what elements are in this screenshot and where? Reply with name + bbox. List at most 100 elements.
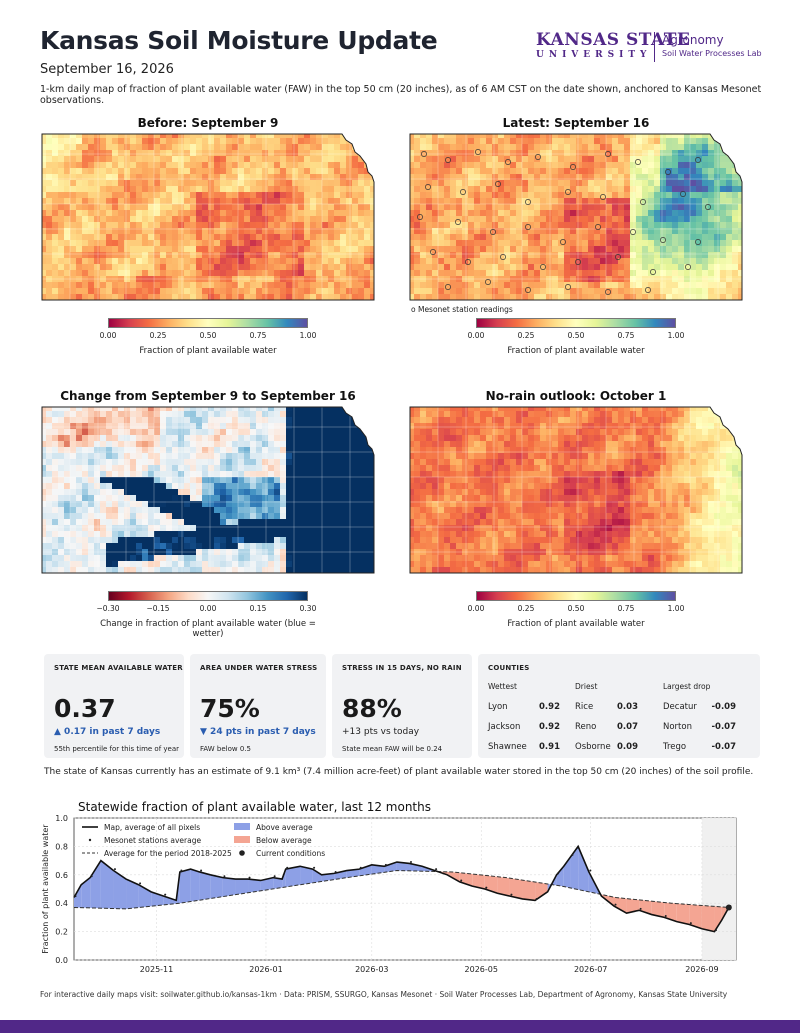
logo-university: UNIVERSITY [536, 50, 652, 60]
tick-label: 0.50 [567, 331, 585, 340]
county-value: 0.07 [617, 722, 638, 732]
mesonet-point [664, 914, 667, 917]
card-sub: 55th percentile for this time of year [54, 745, 180, 753]
mesonet-point [313, 866, 316, 869]
y-tick-label: 0.0 [55, 956, 68, 965]
mesonet-point [714, 929, 717, 932]
card-heading: COUNTIES [488, 664, 530, 672]
map-title-before: Before: September 9 [137, 116, 279, 130]
x-tick-label: 2025-11 [140, 965, 173, 974]
current-conditions-marker [725, 904, 732, 911]
mesonet-point [359, 866, 362, 869]
above-average-fill [74, 884, 82, 908]
mesonet-point [614, 903, 617, 906]
above-average-fill [300, 866, 313, 885]
legend-swatch [88, 838, 92, 842]
ksu-logo: KANSAS STATE UNIVERSITY Agronomy Soil Wa… [536, 30, 766, 64]
card-change: ▲ 0.17 in past 7 days [54, 727, 161, 737]
mesonet-point [485, 886, 488, 889]
footer: For interactive daily maps visit: soilwa… [40, 990, 728, 999]
legend-swatch [239, 850, 245, 856]
card-sub: State mean FAW will be 0.24 [342, 745, 443, 753]
recent-shade [701, 818, 736, 960]
card-stress-outlook: STRESS IN 15 DAYS, NO RAIN 88% +13 pts v… [332, 654, 472, 758]
card-state-mean: STATE MEAN AVAILABLE WATER 0.37 ▲ 0.17 i… [44, 654, 184, 758]
county-value: -0.07 [711, 742, 737, 752]
mesonet-point [113, 868, 116, 871]
tick-label: 0.75 [249, 331, 267, 340]
colorbar-ticks: 0.00 0.25 0.50 0.75 1.00 [468, 601, 685, 619]
mesonet-point [248, 876, 251, 879]
mesonet-point [589, 869, 592, 872]
colorbar-ticks: 0.00 0.25 0.50 0.75 1.00 [468, 328, 685, 346]
below-average-fill [484, 875, 498, 894]
tick-label: −0.15 [146, 604, 170, 613]
card-heading: STATE MEAN AVAILABLE WATER [54, 664, 183, 672]
mesonet-point [334, 870, 337, 873]
county-name: Shawnee [488, 742, 527, 752]
above-average-fill [222, 877, 236, 897]
colorbar-before: 0.00 0.25 0.50 0.75 1.00 Fraction of pla… [100, 318, 318, 356]
colorbar-latest: 0.00 0.25 0.50 0.75 1.00 Fraction of pla… [468, 318, 686, 356]
map-before [41, 133, 375, 301]
card-heading: AREA UNDER WATER STRESS [200, 664, 318, 672]
tick-label: 0.25 [517, 604, 535, 613]
tick-label: 1.00 [299, 331, 317, 340]
county-name: Lyon [488, 702, 508, 712]
station-note: o Mesonet station readings [411, 305, 513, 314]
colorbar-label: Fraction of plant available water [507, 346, 645, 356]
county-name: Norton [663, 722, 692, 732]
above-average-fill [113, 870, 127, 909]
above-average-fill [235, 879, 249, 895]
x-tick-label: 2026-01 [249, 965, 282, 974]
above-average-fill [248, 879, 261, 893]
mesonet-point [571, 853, 574, 856]
county-name: Jackson [488, 722, 521, 732]
mesonet-point [164, 893, 167, 896]
y-axis-label: Fraction of plant available water [41, 824, 50, 954]
tick-label: −0.30 [96, 604, 120, 613]
above-average-fill [346, 869, 360, 878]
report-description: 1-km daily map of fraction of plant avai… [40, 84, 762, 106]
county-value: 0.91 [539, 742, 560, 752]
below-average-fill [509, 878, 523, 899]
mesonet-point [409, 861, 412, 864]
y-tick-label: 0.4 [55, 899, 68, 908]
map-average-line [73, 844, 730, 933]
y-tick-label: 1.0 [55, 814, 68, 823]
card-counties: COUNTIES Wettest Driest Largest drop Lyo… [478, 654, 760, 758]
tick-label: 0.25 [149, 331, 167, 340]
x-tick-label: 2026-09 [685, 965, 718, 974]
page-title: Kansas Soil Moisture Update [40, 26, 438, 55]
above-average-fill [312, 869, 322, 883]
x-tick-label: 2026-05 [465, 965, 498, 974]
card-heading: STRESS IN 15 DAYS, NO RAIN [342, 664, 462, 672]
mesonet-point [74, 895, 77, 898]
above-average-fill [126, 879, 139, 909]
below-average-fill [522, 880, 536, 901]
county-name: Osborne [575, 742, 611, 752]
mesonet-point [223, 875, 226, 878]
colorbar-label: Fraction of plant available water [507, 619, 645, 629]
col-header-largest-drop: Largest drop [663, 682, 711, 691]
mesonet-point [510, 893, 513, 896]
county-value: 0.92 [539, 722, 560, 732]
logo-divider [654, 32, 655, 62]
card-water-stress: AREA UNDER WATER STRESS 75% ▼ 24 pts in … [190, 654, 326, 758]
storage-text: The state of Kansas currently has an est… [44, 767, 754, 777]
above-average-fill [371, 864, 385, 875]
mesonet-point [180, 869, 183, 872]
above-average-fill [273, 877, 283, 889]
colorbar-outlook: 0.00 0.25 0.50 0.75 1.00 Fraction of pla… [468, 591, 686, 629]
above-average-fill [100, 860, 114, 909]
county-name: Decatur [663, 702, 697, 712]
tick-label: 0.25 [517, 331, 535, 340]
logo-wordmark: KANSAS STATE [536, 30, 691, 50]
legend-swatch [234, 823, 250, 830]
above-average-fill [199, 871, 211, 901]
card-change: +13 pts vs today [342, 727, 420, 737]
colorbar-ticks: −0.30 −0.15 0.00 0.15 0.30 [97, 601, 317, 619]
map-change [41, 406, 375, 574]
above-average-fill [260, 877, 274, 891]
county-name: Reno [575, 722, 597, 732]
